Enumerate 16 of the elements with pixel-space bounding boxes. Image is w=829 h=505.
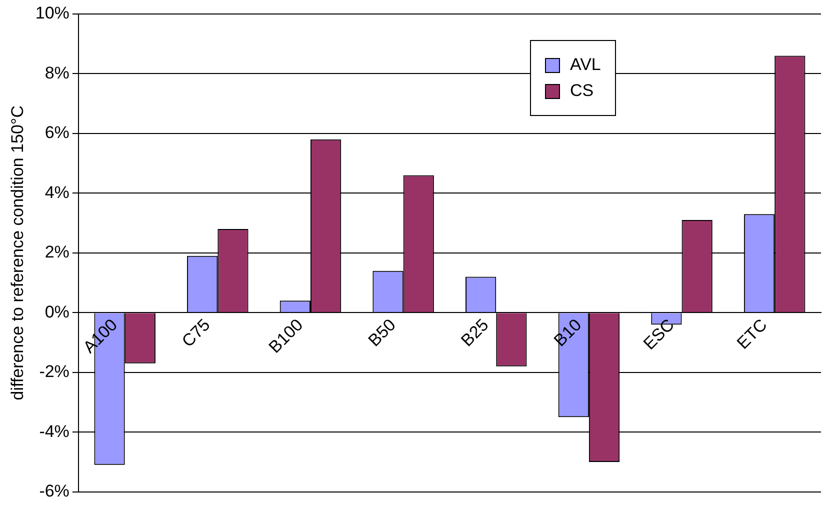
y-tick-label: 10% (35, 4, 70, 23)
y-tick-label: 6% (44, 123, 70, 142)
y-tick-label: -6% (39, 481, 70, 500)
y-tick-label: -2% (39, 362, 70, 382)
y-tick-label: 4% (44, 182, 70, 202)
y-tick-label: 2% (44, 242, 70, 262)
x-tick-label: B10 (550, 315, 586, 350)
y-axis-title: difference to reference condition 150°C (8, 106, 27, 400)
x-tick-label: B25 (457, 315, 492, 350)
x-tick-label: B50 (364, 315, 400, 350)
x-tick-label: C75 (178, 315, 214, 351)
legend-label: AVL (570, 55, 601, 75)
y-tick-label: 0% (44, 302, 70, 322)
legend-label: CS (570, 81, 594, 101)
y-tick-label: 8% (44, 63, 70, 82)
y-tick-label: -4% (39, 422, 70, 441)
